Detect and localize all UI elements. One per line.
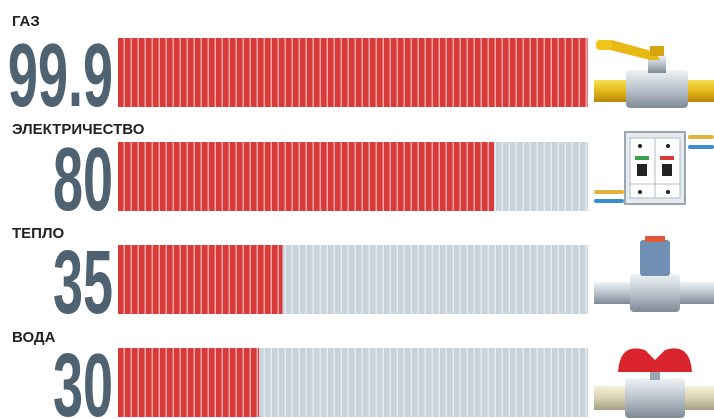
heating-valve-icon xyxy=(594,236,714,312)
electric-panel-icon xyxy=(594,132,714,204)
category-label: ВОДА xyxy=(12,329,56,346)
value-label: 35 xyxy=(53,232,113,333)
value-label: 99.9 xyxy=(8,25,113,126)
chart: ГАЗ99.9ЭЛЕКТРИЧЕСТВО80ТЕПЛО35ВОДА30 xyxy=(0,0,714,419)
value-label: 30 xyxy=(53,335,113,419)
value-label: 80 xyxy=(53,129,113,230)
bar-stripes xyxy=(118,38,588,107)
gas-valve-icon xyxy=(594,40,714,108)
bar-stripes xyxy=(118,245,588,314)
water-valve-icon xyxy=(594,348,714,418)
bar-stripes xyxy=(118,142,588,211)
bar-stripes xyxy=(118,348,588,417)
